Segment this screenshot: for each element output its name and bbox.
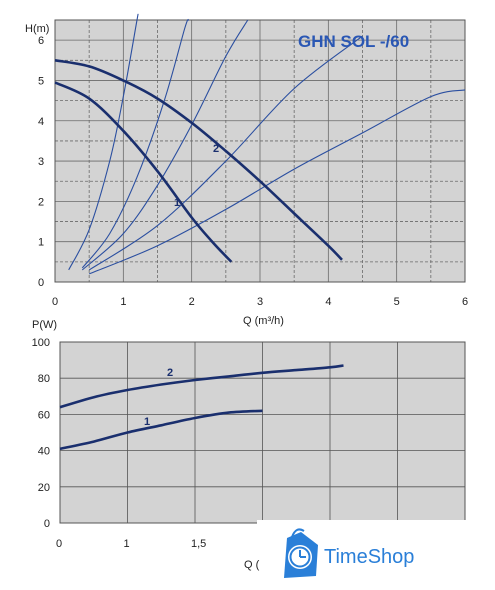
power-y-ticks: 0 20 40 60 80 100: [32, 337, 50, 530]
head-y-tick: 3: [38, 156, 44, 168]
power-curve-label-2: 2: [167, 367, 173, 379]
power-y-tick: 40: [38, 446, 50, 458]
head-y-tick: 1: [38, 237, 44, 249]
power-x-tick: 1: [124, 538, 130, 550]
head-y-tick: 0: [38, 277, 44, 289]
head-y-tick: 6: [38, 35, 44, 47]
head-x-tick: 4: [325, 296, 331, 308]
timeshop-logo: TimeShop: [284, 528, 414, 578]
head-curve-2: [54, 59, 343, 261]
clock-bag-icon: [284, 528, 318, 578]
power-curve-1: [59, 409, 263, 451]
head-x-ticks: 0 1 2 3 4 5 6: [52, 296, 468, 308]
head-x-tick: 3: [257, 296, 263, 308]
head-y-tick: 2: [38, 196, 44, 208]
head-y-ticks: 0 1 2 3 4 5 6: [38, 35, 44, 289]
head-x-tick: 6: [462, 296, 468, 308]
power-x-tick: 1,5: [191, 538, 206, 550]
power-curves: [59, 364, 344, 451]
head-y-tick: 4: [38, 116, 44, 128]
head-x-tick: 1: [120, 296, 126, 308]
head-curve-label-1: 1: [174, 197, 180, 209]
power-y-tick: 80: [38, 373, 50, 385]
head-plot-border: [54, 19, 466, 283]
system-curve: [68, 13, 139, 271]
head-chart: 0 1 2 3 4 5 6 0 1 2 3 4 5 6 H(m) Q (m³/h) GHN SOL -/…: [25, 13, 468, 327]
power-y-axis-label: P(W): [32, 319, 57, 331]
head-x-tick: 5: [394, 296, 400, 308]
system-curves: [68, 13, 466, 275]
power-x-ticks: 0 1 1,5: [56, 538, 206, 550]
head-curve-label-2: 2: [213, 143, 219, 155]
head-x-axis-label: Q (m³/h): [243, 315, 284, 327]
power-y-tick: 0: [44, 518, 50, 530]
head-curve-1: [54, 81, 233, 263]
power-curve-2: [59, 364, 344, 409]
power-x-tick: 0: [56, 538, 62, 550]
system-curve: [88, 35, 363, 271]
power-y-tick: 60: [38, 409, 50, 421]
chart-title: GHN SOL -/60: [298, 32, 409, 51]
head-y-axis-label: H(m): [25, 23, 49, 35]
power-curve-label-1: 1: [144, 416, 150, 428]
system-curve: [81, 18, 190, 269]
head-y-tick: 5: [38, 75, 44, 87]
head-x-tick: 0: [52, 296, 58, 308]
brand-name: TimeShop: [324, 546, 414, 568]
system-curve: [81, 19, 249, 271]
head-pump-curves: [54, 59, 343, 263]
head-x-tick: 2: [189, 296, 195, 308]
power-x-axis-label: Q (: [244, 559, 260, 571]
power-y-tick: 100: [32, 337, 50, 349]
power-y-tick: 20: [38, 482, 50, 494]
system-curve: [88, 89, 466, 275]
